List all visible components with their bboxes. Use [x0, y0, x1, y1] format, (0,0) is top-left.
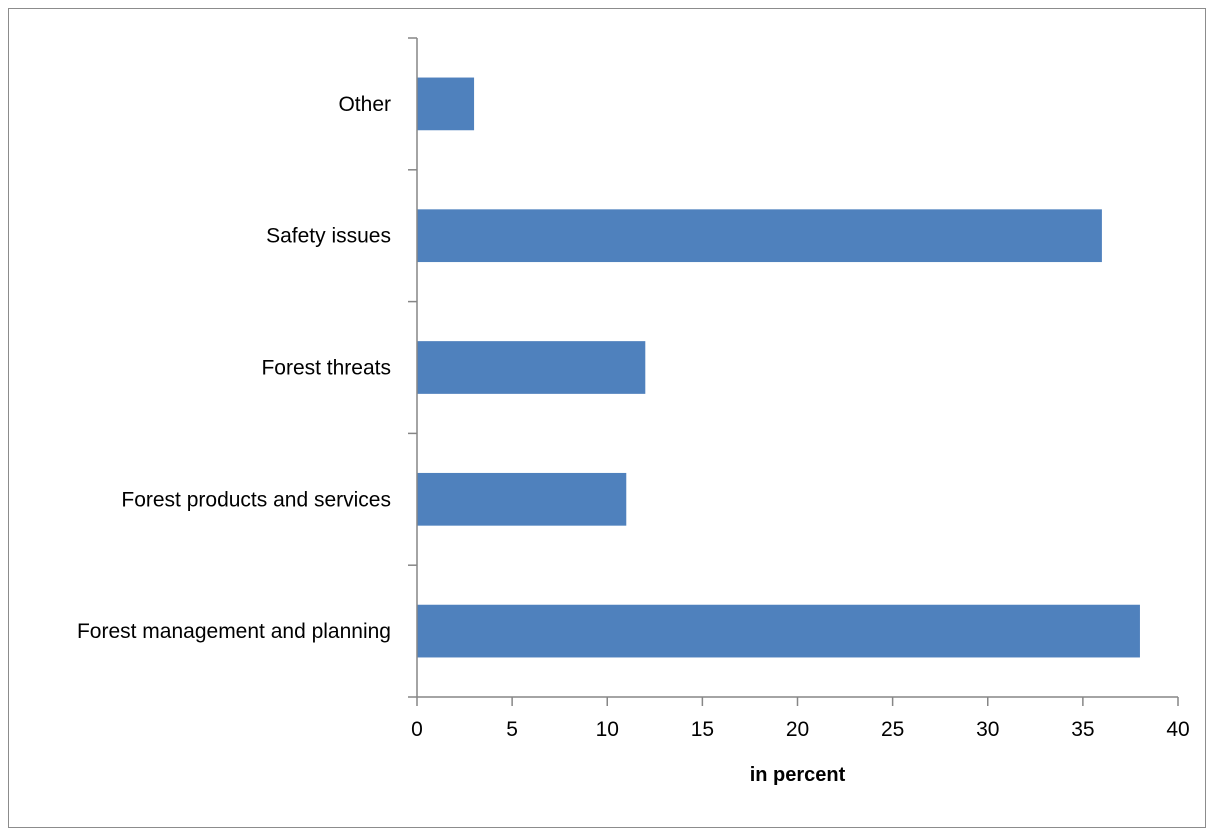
- x-tick-label: 30: [976, 718, 999, 741]
- bar-safety-issues: [417, 209, 1102, 263]
- x-tick-label: 35: [1071, 718, 1094, 741]
- x-tick-label: 0: [411, 718, 423, 741]
- category-label: Forest threats: [261, 357, 391, 380]
- x-tick-label: 20: [786, 718, 809, 741]
- axes-layer: [408, 37, 1179, 706]
- bar-forest-products-and-services: [417, 472, 627, 526]
- category-label: Other: [338, 93, 391, 116]
- chart-frame: [8, 8, 1206, 828]
- bars-layer: [417, 77, 1140, 658]
- x-axis-title: in percent: [750, 764, 846, 786]
- labels-layer: Forest management and planning Forest pro…: [77, 93, 1190, 741]
- x-tick-label: 40: [1166, 718, 1189, 741]
- bar-forest-threats: [417, 341, 646, 394]
- x-tick-label: 15: [691, 718, 714, 741]
- x-tick-label: 10: [596, 718, 619, 741]
- x-tick-label: 5: [506, 718, 518, 741]
- category-label: Forest management and planning: [77, 620, 391, 643]
- bar-other: [417, 77, 475, 131]
- x-tick-label: 25: [881, 718, 904, 741]
- category-label: Safety issues: [266, 225, 391, 248]
- bar-forest-management-and-planning: [417, 604, 1140, 658]
- category-label: Forest products and services: [121, 488, 391, 511]
